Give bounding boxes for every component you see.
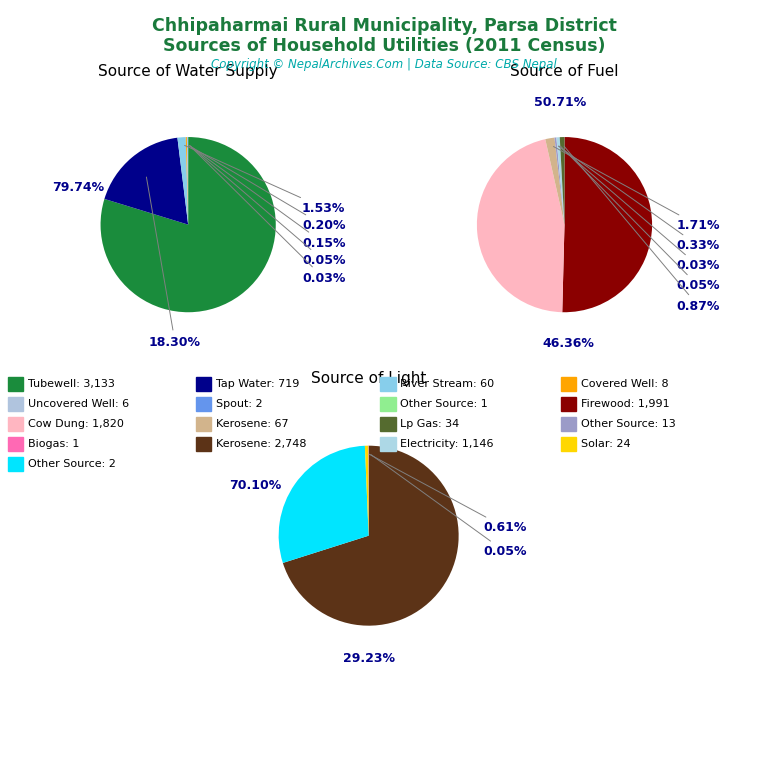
Text: Solar: 24: Solar: 24 xyxy=(581,439,631,449)
Text: Covered Well: 8: Covered Well: 8 xyxy=(581,379,668,389)
Text: Other Source: 13: Other Source: 13 xyxy=(581,419,675,429)
Text: Kerosene: 2,748: Kerosene: 2,748 xyxy=(216,439,306,449)
Text: 0.05%: 0.05% xyxy=(190,146,346,267)
Text: 0.05%: 0.05% xyxy=(561,146,720,293)
Text: 50.71%: 50.71% xyxy=(534,96,586,109)
Text: Cow Dung: 1,820: Cow Dung: 1,820 xyxy=(28,419,124,429)
Text: Chhipaharmai Rural Municipality, Parsa District: Chhipaharmai Rural Municipality, Parsa D… xyxy=(151,17,617,35)
Wedge shape xyxy=(104,137,188,224)
Text: 46.36%: 46.36% xyxy=(543,337,594,350)
Wedge shape xyxy=(186,137,188,224)
Text: 1.71%: 1.71% xyxy=(554,147,720,232)
Text: 0.61%: 0.61% xyxy=(369,454,527,535)
Wedge shape xyxy=(477,139,564,313)
Text: 0.20%: 0.20% xyxy=(189,145,346,232)
Text: 0.05%: 0.05% xyxy=(371,455,528,558)
Text: Tubewell: 3,133: Tubewell: 3,133 xyxy=(28,379,114,389)
Text: Firewood: 1,991: Firewood: 1,991 xyxy=(581,399,669,409)
Title: Source of Water Supply: Source of Water Supply xyxy=(98,65,278,79)
Title: Source of Light: Source of Light xyxy=(311,372,426,386)
Wedge shape xyxy=(101,137,276,313)
Text: 18.30%: 18.30% xyxy=(147,177,201,349)
Text: 79.74%: 79.74% xyxy=(52,181,104,194)
Wedge shape xyxy=(554,137,564,224)
Text: Uncovered Well: 6: Uncovered Well: 6 xyxy=(28,399,129,409)
Wedge shape xyxy=(177,137,188,224)
Text: 0.03%: 0.03% xyxy=(190,146,346,285)
Text: 29.23%: 29.23% xyxy=(343,652,395,664)
Wedge shape xyxy=(365,445,369,536)
Text: 0.33%: 0.33% xyxy=(558,146,720,252)
Text: Lp Gas: 34: Lp Gas: 34 xyxy=(400,419,459,429)
Text: Electricity: 1,146: Electricity: 1,146 xyxy=(400,439,494,449)
Text: 70.10%: 70.10% xyxy=(229,479,281,492)
Text: Sources of Household Utilities (2011 Census): Sources of Household Utilities (2011 Cen… xyxy=(163,37,605,55)
Wedge shape xyxy=(545,137,564,224)
Wedge shape xyxy=(556,137,564,224)
Text: 1.53%: 1.53% xyxy=(184,145,346,214)
Wedge shape xyxy=(187,137,188,224)
Text: Kerosene: 67: Kerosene: 67 xyxy=(216,419,289,429)
Text: Other Source: 2: Other Source: 2 xyxy=(28,458,115,469)
Wedge shape xyxy=(562,137,652,313)
Text: Tap Water: 719: Tap Water: 719 xyxy=(216,379,300,389)
Text: River Stream: 60: River Stream: 60 xyxy=(400,379,495,389)
Text: Biogas: 1: Biogas: 1 xyxy=(28,439,79,449)
Text: Spout: 2: Spout: 2 xyxy=(216,399,263,409)
Text: 0.15%: 0.15% xyxy=(190,146,346,250)
Wedge shape xyxy=(283,445,458,626)
Wedge shape xyxy=(560,137,564,224)
Wedge shape xyxy=(279,445,369,563)
Title: Source of Fuel: Source of Fuel xyxy=(510,65,619,79)
Text: 0.87%: 0.87% xyxy=(564,146,720,313)
Text: Other Source: 1: Other Source: 1 xyxy=(400,399,488,409)
Wedge shape xyxy=(556,137,564,224)
Text: 0.03%: 0.03% xyxy=(559,146,720,273)
Text: Copyright © NepalArchives.Com | Data Source: CBS Nepal: Copyright © NepalArchives.Com | Data Sou… xyxy=(211,58,557,71)
